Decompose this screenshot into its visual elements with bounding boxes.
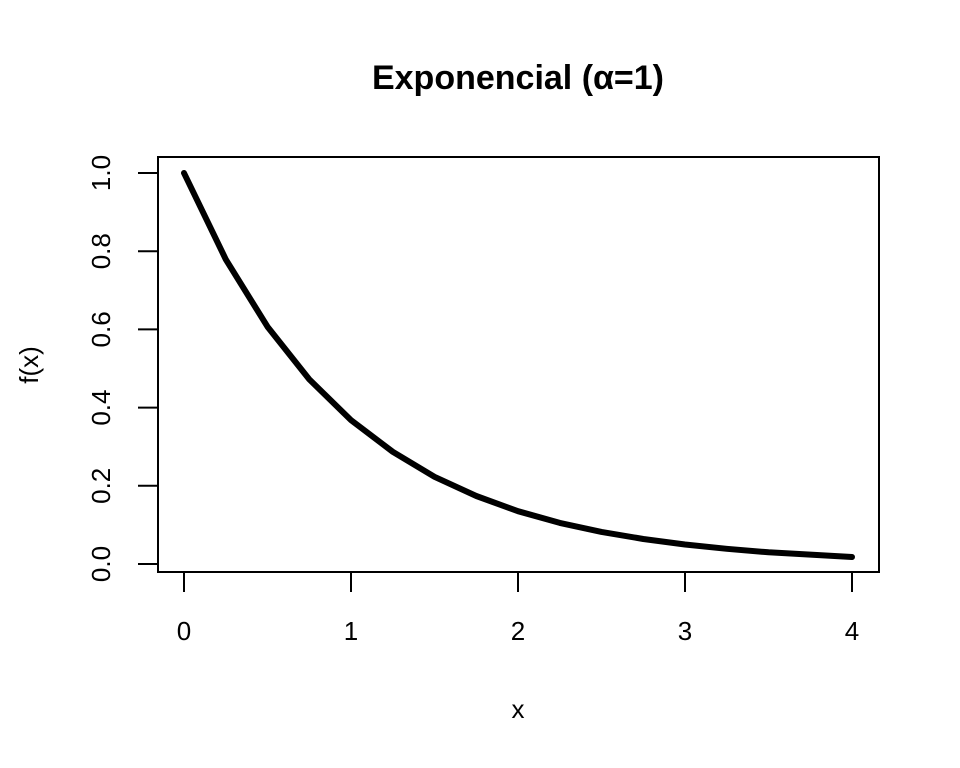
- x-tick-label: 2: [511, 616, 525, 646]
- x-axis: 0 1 2 3 4: [177, 571, 859, 646]
- y-tick-label: 0.2: [86, 468, 116, 504]
- x-tick-label: 1: [344, 616, 358, 646]
- y-tick-label: 0.6: [86, 311, 116, 347]
- y-axis: 0.0 0.2 0.4 0.6 0.8 1.0: [86, 155, 159, 582]
- y-tick-label: 1.0: [86, 155, 116, 191]
- x-axis-title: x: [512, 694, 525, 724]
- y-tick-label: 0.4: [86, 390, 116, 426]
- chart-title: Exponencial (α=1): [372, 59, 664, 97]
- x-tick-label: 4: [845, 616, 859, 646]
- y-tick-label: 0.8: [86, 233, 116, 269]
- series-line-0: [181, 170, 855, 560]
- y-tick-label: 0.0: [86, 546, 116, 582]
- y-axis-title: f(x): [14, 346, 44, 384]
- series-layer: [181, 170, 855, 560]
- x-tick-label: 0: [177, 616, 191, 646]
- x-tick-label: 3: [678, 616, 692, 646]
